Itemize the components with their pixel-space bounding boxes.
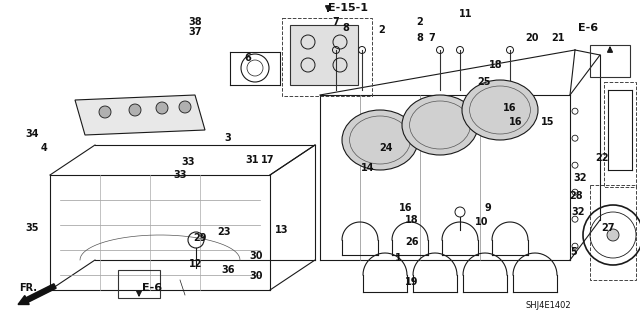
Text: 7: 7 [333,17,339,27]
Text: 26: 26 [405,237,419,247]
Text: 27: 27 [601,223,615,233]
Text: 16: 16 [509,117,523,127]
Text: 23: 23 [217,227,231,237]
Text: 33: 33 [173,170,187,180]
Polygon shape [290,25,358,85]
Text: E-6: E-6 [578,23,598,33]
Text: 30: 30 [249,251,263,261]
Text: 20: 20 [525,33,539,43]
Text: 30: 30 [249,271,263,281]
Text: 12: 12 [189,259,203,269]
Text: 22: 22 [595,153,609,163]
Text: SHJ4E1402: SHJ4E1402 [525,300,571,309]
Text: 18: 18 [405,215,419,225]
Text: 14: 14 [361,163,375,173]
Text: 10: 10 [476,217,489,227]
Text: 37: 37 [188,27,202,37]
Text: 32: 32 [572,207,585,217]
Text: 4: 4 [40,143,47,153]
Text: 35: 35 [25,223,39,233]
Text: 7: 7 [429,33,435,43]
FancyArrow shape [18,284,56,304]
Polygon shape [75,95,205,135]
Text: 29: 29 [193,233,207,243]
Text: 24: 24 [380,143,393,153]
Circle shape [156,102,168,114]
Text: 36: 36 [221,265,235,275]
Text: 16: 16 [503,103,516,113]
Text: 6: 6 [244,53,252,63]
Text: 2: 2 [379,25,385,35]
Text: E-15-1: E-15-1 [328,3,368,13]
Text: 16: 16 [399,203,413,213]
Text: 15: 15 [541,117,555,127]
Text: FR.: FR. [19,283,37,293]
Text: 34: 34 [25,129,39,139]
Text: 17: 17 [261,155,275,165]
Text: 25: 25 [477,77,491,87]
Circle shape [607,229,619,241]
Text: 5: 5 [571,247,577,257]
Text: 1: 1 [395,253,401,263]
Ellipse shape [342,110,418,170]
Text: 13: 13 [275,225,289,235]
Text: 11: 11 [460,9,473,19]
Text: 32: 32 [573,173,587,183]
Ellipse shape [402,95,478,155]
Text: 8: 8 [417,33,424,43]
Circle shape [179,101,191,113]
Ellipse shape [462,80,538,140]
Text: 38: 38 [188,17,202,27]
Text: 8: 8 [342,23,349,33]
Text: E-6: E-6 [142,283,162,293]
Text: 33: 33 [181,157,195,167]
Text: 19: 19 [405,277,419,287]
Text: 3: 3 [225,133,232,143]
Text: 21: 21 [551,33,564,43]
Text: 28: 28 [569,191,583,201]
Text: 31: 31 [245,155,259,165]
Text: 9: 9 [484,203,492,213]
Text: 2: 2 [417,17,424,27]
Text: 18: 18 [489,60,503,70]
Circle shape [99,106,111,118]
Circle shape [129,104,141,116]
